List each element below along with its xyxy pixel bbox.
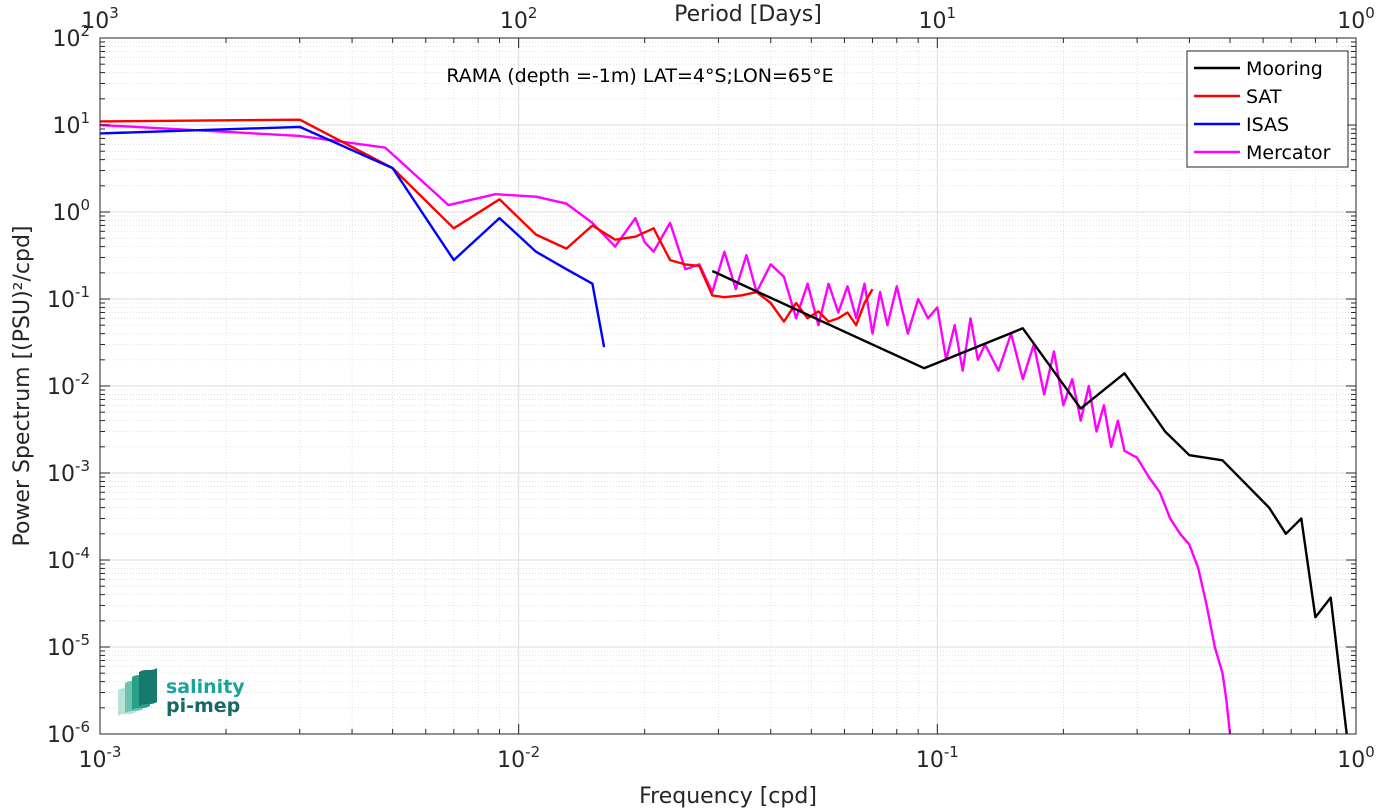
- logo-wave-icon: [118, 668, 157, 716]
- y-tick-label: 10-5: [47, 631, 90, 661]
- y-tick-label: 102: [52, 22, 90, 52]
- x-tick-label: 10-2: [497, 743, 540, 773]
- series-line-isas: [99, 125, 606, 348]
- y-tick-label: 100: [52, 196, 90, 226]
- salinity-pi-mep-logo: salinity pi-mep: [118, 668, 245, 717]
- x-tick-label: 100: [1337, 743, 1375, 773]
- top-tick-labels: 103 102 101 100: [81, 4, 1375, 34]
- top-axis-title: Period [Days]: [674, 2, 822, 27]
- logo-text-pi-mep: pi-mep: [166, 695, 240, 717]
- y-tick-label: 10-6: [47, 718, 90, 748]
- legend-label-mooring: Mooring: [1246, 58, 1323, 80]
- y-tick-label: 10-1: [47, 283, 90, 313]
- legend-label-sat: SAT: [1246, 86, 1282, 108]
- series-line-sat: [99, 118, 874, 327]
- legend-label-mercator: Mercator: [1246, 142, 1331, 164]
- legend: Mooring SAT ISAS Mercator: [1186, 50, 1349, 168]
- x-axis-title: Frequency [cpd]: [639, 784, 817, 809]
- chart-annotation: RAMA (depth =-1m) LAT=4°S;LON=65°E: [446, 65, 833, 87]
- series-line-mooring: [711, 269, 1348, 735]
- logo-text-salinity: salinity: [166, 676, 245, 698]
- top-tick-label: 103: [81, 4, 119, 34]
- tick-marks: [99, 37, 1357, 735]
- x-tick-label: 10-1: [916, 743, 959, 773]
- series-layer: [99, 118, 1348, 735]
- legend-items: Mooring SAT ISAS Mercator: [1194, 58, 1331, 164]
- y-tick-label: 10-3: [47, 457, 90, 487]
- legend-box: [1186, 50, 1349, 168]
- y-axis-title: Power Spectrum [(PSU)²/cpd]: [10, 225, 35, 546]
- y-tick-label: 10-4: [47, 544, 90, 574]
- top-tick-label: 101: [919, 4, 957, 34]
- top-tick-label: 100: [1337, 4, 1375, 34]
- x-tick-label: 10-3: [79, 743, 122, 773]
- x-tick-labels: 10-3 10-2 10-1 100: [79, 743, 1375, 773]
- y-tick-label: 10-2: [47, 370, 90, 400]
- legend-label-isas: ISAS: [1246, 114, 1289, 136]
- y-tick-labels: 10-6 10-5 10-4 10-3 10-2 10-1 100 101 102: [47, 22, 90, 748]
- top-tick-label: 102: [500, 4, 538, 34]
- y-tick-label: 101: [52, 109, 90, 139]
- series-line-mercator: [99, 123, 1232, 735]
